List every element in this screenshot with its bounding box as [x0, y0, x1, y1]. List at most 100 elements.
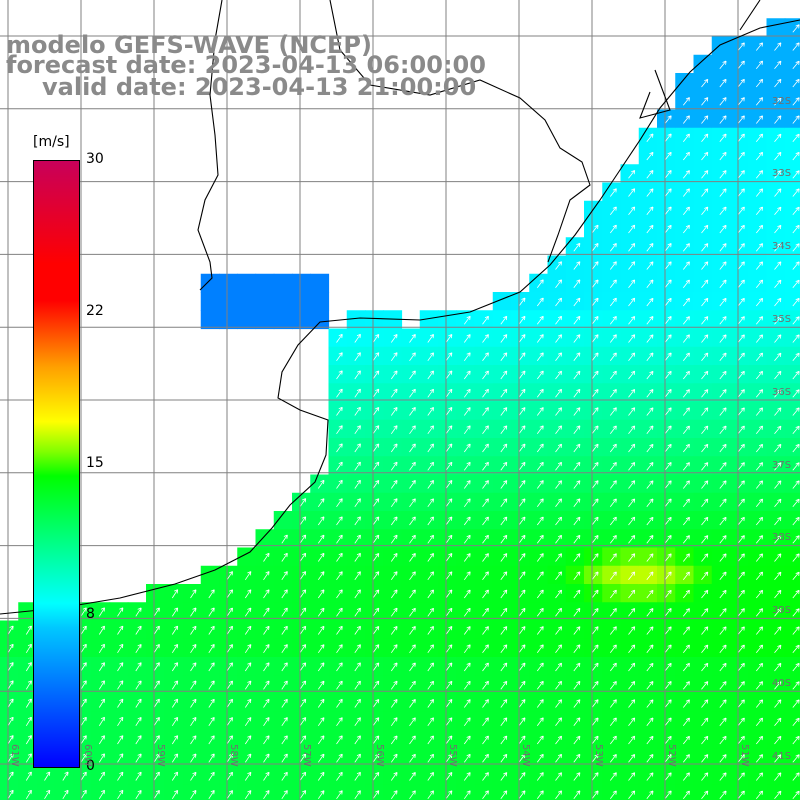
wind-speed-cell — [474, 693, 494, 713]
wind-speed-cell — [620, 748, 640, 768]
wind-speed-cell — [730, 401, 749, 421]
wind-speed-cell — [146, 602, 165, 622]
wind-speed-cell — [620, 638, 640, 658]
wind-speed-cell — [492, 730, 512, 749]
wind-speed-cell — [565, 711, 585, 731]
wind-arrow — [755, 316, 763, 325]
wind-arrow — [555, 407, 562, 416]
wind-arrow — [774, 115, 782, 124]
wind-arrow — [609, 535, 617, 544]
wind-speed-cell — [529, 438, 549, 457]
wind-arrow — [573, 571, 581, 581]
wind-speed-cell — [693, 146, 713, 165]
wind-speed-cell — [693, 730, 713, 749]
wind-arrow — [281, 607, 288, 617]
wind-arrow — [500, 553, 508, 562]
wind-speed-cell — [730, 547, 749, 567]
wind-arrow — [646, 261, 654, 270]
wind-arrow — [646, 626, 654, 635]
wind-arrow — [646, 352, 654, 362]
wind-arrow — [317, 717, 325, 727]
wind-speed-cell — [237, 584, 257, 603]
wind-speed-cell — [730, 182, 749, 202]
wind-arrow — [25, 753, 32, 763]
wind-arrow — [755, 407, 763, 416]
wind-speed-cell — [620, 365, 640, 384]
wind-speed-cell — [438, 638, 457, 658]
wind-arrow — [80, 643, 87, 654]
wind-speed-cell — [237, 547, 257, 567]
wind-speed-cell — [237, 620, 257, 640]
wind-arrow — [755, 170, 763, 179]
wind-arrow — [664, 115, 672, 124]
wind-arrow — [664, 407, 672, 416]
wind-speed-cell — [766, 18, 786, 38]
wind-speed-cell — [310, 602, 330, 622]
wind-arrow — [737, 316, 745, 325]
wind-speed-cell — [219, 602, 238, 622]
wind-arrow — [774, 261, 782, 270]
wind-arrow — [500, 662, 508, 672]
wind-arrow — [628, 279, 636, 289]
wind-arrow — [336, 771, 343, 781]
wind-speed-cell — [237, 748, 257, 768]
wind-arrow — [445, 699, 453, 708]
wind-arrow — [409, 753, 416, 763]
wind-arrow — [755, 370, 763, 380]
wind-speed-cell — [127, 620, 147, 640]
wind-speed-cell — [657, 328, 676, 348]
wind-speed-cell — [292, 620, 311, 640]
wind-arrow — [701, 243, 709, 252]
wind-arrow — [445, 790, 453, 800]
wind-arrow — [701, 261, 709, 270]
wind-arrow — [500, 425, 508, 435]
wind-arrow — [573, 407, 581, 416]
wind-speed-cell — [584, 638, 603, 658]
wind-arrow — [409, 480, 416, 489]
wind-arrow — [682, 407, 690, 416]
wind-speed-cell — [675, 638, 695, 658]
wind-arrow — [646, 772, 654, 781]
wind-arrow — [682, 535, 690, 544]
wind-speed-cell — [693, 346, 713, 366]
wind-arrow — [682, 425, 690, 435]
wind-speed-cell — [748, 711, 768, 731]
wind-speed-cell — [730, 438, 749, 457]
wind-arrow — [573, 315, 581, 325]
wind-arrow — [427, 352, 434, 362]
wind-speed-cell — [711, 456, 731, 476]
wind-arrow — [682, 334, 690, 343]
wind-arrow — [226, 771, 233, 781]
wind-arrow — [609, 735, 617, 745]
wind-speed-cell — [784, 255, 800, 275]
wind-arrow — [755, 261, 763, 270]
wind-speed-cell — [766, 620, 786, 640]
wind-speed-cell — [474, 365, 494, 384]
wind-speed-cell — [784, 419, 800, 439]
wind-speed-cell — [36, 766, 56, 786]
wind-speed-cell — [365, 474, 384, 494]
wind-arrow — [25, 625, 32, 635]
wind-speed-cell — [18, 620, 38, 640]
wind-arrow — [664, 389, 672, 398]
wind-arrow — [737, 352, 745, 362]
wind-speed-cell — [693, 529, 713, 549]
wind-speed-cell — [784, 164, 800, 184]
wind-speed-cell — [748, 109, 768, 129]
wind-arrow — [792, 772, 800, 781]
wind-arrow — [701, 316, 709, 325]
wind-speed-cell — [748, 456, 768, 476]
wind-speed-cell — [657, 310, 676, 330]
wind-speed-cell — [657, 401, 676, 421]
wind-arrow — [244, 589, 252, 599]
wind-speed-cell — [675, 784, 695, 800]
wind-speed-cell — [292, 547, 311, 567]
wind-arrow — [701, 78, 709, 88]
wind-speed-cell — [547, 310, 567, 330]
wind-speed-cell — [146, 784, 165, 800]
wind-speed-cell — [602, 711, 622, 731]
wind-arrow — [281, 771, 288, 781]
wind-speed-cell — [237, 766, 257, 786]
wind-speed-cell — [511, 730, 530, 749]
wind-speed-cell — [529, 584, 549, 603]
